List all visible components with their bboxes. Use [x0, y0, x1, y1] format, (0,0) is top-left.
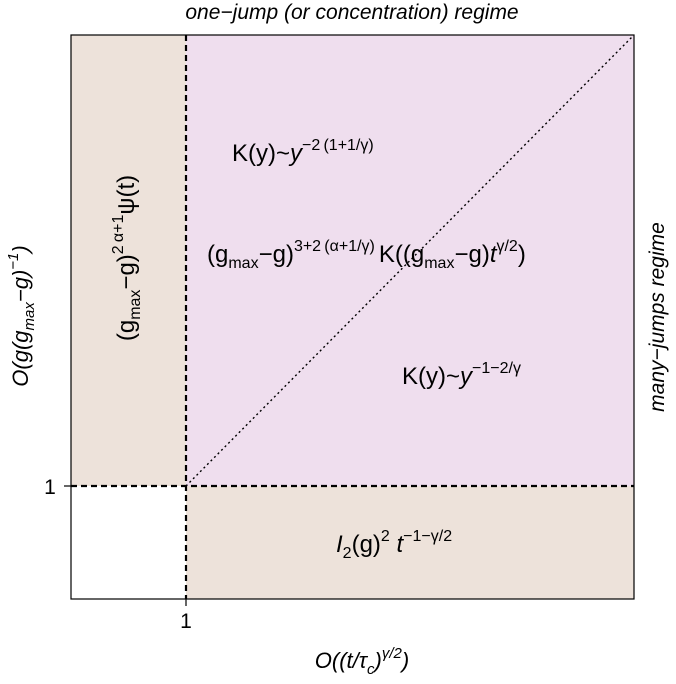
middle-close: ) — [518, 241, 526, 268]
right-regime-title: many−jumps regime — [646, 222, 669, 412]
plot-frame — [70, 34, 635, 600]
x-axis-label: O((t/τc)γ/2) — [315, 645, 409, 678]
lower-kernel-var: y — [458, 363, 474, 390]
upper-kernel-var: y — [288, 140, 304, 167]
top-regime-title: one−jump (or concentration) regime — [185, 1, 518, 24]
x-axis-label-sup: γ/2 — [382, 645, 403, 662]
bottom-sub: 2 — [343, 545, 352, 562]
bottom-sup2: −1−γ/2 — [403, 528, 452, 545]
y-axis-label-sub: max — [21, 302, 38, 331]
lower-kernel-formula: K(y)~y−1−2/γ — [402, 360, 521, 390]
lower-kernel-text: K(y)~ — [402, 363, 460, 390]
middle-t: t — [490, 241, 498, 268]
x-axis-label-main: O((t/τ — [315, 648, 369, 673]
diagonal-boundary — [185, 34, 635, 487]
upper-kernel-formula: K(y)~y−2 (1+1/γ) — [232, 137, 374, 167]
left-strip-formula: (gmax−g)2 α+1ψ(t) — [110, 175, 144, 341]
middle-open: (g — [207, 241, 228, 268]
left-formula-minus: −g) — [113, 254, 140, 289]
middle-sup2: γ/2 — [496, 238, 517, 255]
lower-kernel-sup: −1−2/γ — [472, 360, 521, 377]
y-tick-label: 1 — [44, 476, 56, 499]
bottom-strip-formula: I2(g)2 t−1−γ/2 — [336, 528, 452, 562]
middle-sub1: max — [228, 255, 258, 272]
bottom-g: (g) — [352, 531, 381, 558]
middle-sup1: 3+2 (α+1/γ) — [294, 238, 375, 255]
x-axis-label-end: ) — [399, 648, 409, 673]
left-formula-sup: 2 α+1 — [110, 215, 127, 255]
bottom-region — [186, 486, 634, 599]
middle-minus2: −g) — [454, 241, 489, 268]
x-axis-label-sub: c — [367, 661, 375, 678]
top-left-region — [71, 35, 186, 486]
bottom-I: I — [336, 531, 343, 558]
middle-kernel: K((g — [379, 241, 424, 268]
middle-minus1: −g) — [259, 241, 294, 268]
upper-kernel-text: K(y)~ — [232, 140, 290, 167]
y-axis-label-end: ) — [8, 245, 33, 255]
x-axis-label-close: ) — [372, 648, 382, 673]
bottom-left-region — [71, 486, 186, 599]
bottom-t: t — [390, 531, 405, 558]
upper-kernel-sup: −2 (1+1/γ) — [302, 137, 374, 154]
left-formula-psi: ψ(t) — [113, 175, 140, 215]
y-axis-label: O(g(gmax−g)−1) — [5, 245, 38, 386]
x-tick-label: 1 — [180, 610, 192, 633]
middle-sub2: max — [424, 255, 454, 272]
left-formula-sub: max — [127, 290, 144, 320]
y-axis-label-sup: −1 — [5, 253, 22, 270]
left-formula-open: (g — [113, 320, 140, 341]
y-axis-label-main: O(g(g — [8, 330, 33, 387]
bottom-sup1: 2 — [381, 528, 390, 545]
middle-formula: (gmax−g)3+2 (α+1/γ) K((gmax−g)tγ/2) — [207, 238, 526, 272]
y-axis-label-mid: −g) — [8, 270, 33, 302]
